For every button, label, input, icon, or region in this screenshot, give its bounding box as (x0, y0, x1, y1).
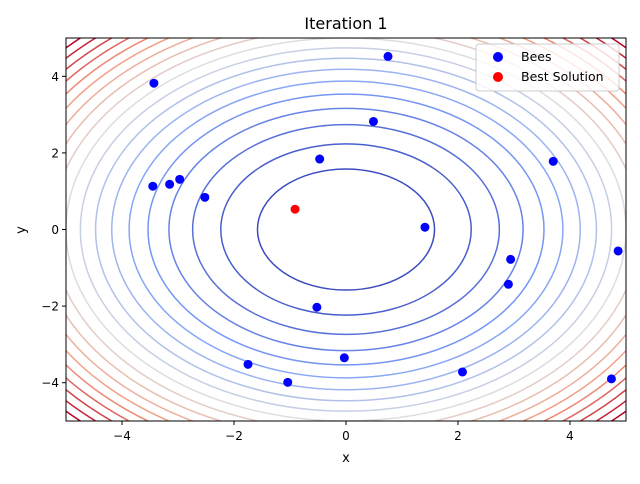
x-tick-label: 0 (342, 429, 350, 443)
y-tick-label: 0 (51, 223, 59, 237)
contour-line (256, 168, 436, 291)
bee-point (175, 174, 185, 184)
bee-point (312, 302, 322, 312)
bee-point (243, 359, 253, 369)
x-axis-label: x (342, 451, 350, 466)
bee-point (457, 367, 467, 377)
bee-point (503, 279, 513, 289)
contour-line (168, 107, 524, 352)
bee-point (149, 78, 159, 88)
y-tick-label: 2 (51, 146, 59, 160)
contour-line (110, 68, 582, 391)
bee-point (148, 181, 158, 191)
y-tick-label: −2 (41, 300, 59, 314)
x-tick-label: −2 (225, 429, 243, 443)
chart-title: Iteration 1 (304, 14, 387, 33)
bee-point (506, 254, 516, 264)
contour-line (79, 47, 613, 412)
bee-point (315, 154, 325, 164)
best-solution-point (290, 204, 300, 214)
legend-bees-marker (493, 52, 503, 62)
bee-point (383, 51, 393, 61)
contour-line (128, 80, 564, 379)
bee-point (613, 246, 623, 256)
bee-point (420, 222, 430, 232)
legend-best-label: Best Solution (521, 69, 604, 84)
legend: Bees Best Solution (475, 43, 620, 92)
y-axis-label: y (14, 226, 29, 234)
y-axis-ticks: −4 −2 0 2 4 (41, 70, 66, 390)
contour-line (220, 143, 472, 316)
bee-point (606, 374, 616, 384)
y-tick-label: 4 (51, 70, 59, 84)
bee-point (200, 192, 210, 202)
legend-box (475, 43, 620, 92)
contour-line (191, 123, 501, 336)
x-tick-label: 4 (566, 429, 574, 443)
x-tick-label: −4 (113, 429, 131, 443)
bee-point (165, 179, 175, 189)
y-tick-label: −4 (41, 376, 59, 390)
bee-point (548, 156, 558, 166)
bee-point (283, 377, 293, 387)
legend-bees-label: Bees (521, 49, 551, 64)
bee-point (368, 116, 378, 126)
legend-best-marker (493, 72, 503, 82)
contour-line (94, 57, 598, 402)
bee-point (339, 353, 349, 363)
x-axis-ticks: −4 −2 0 2 4 (113, 421, 574, 443)
x-tick-label: 2 (454, 429, 462, 443)
data-points (148, 51, 623, 387)
contour-line (147, 93, 545, 366)
